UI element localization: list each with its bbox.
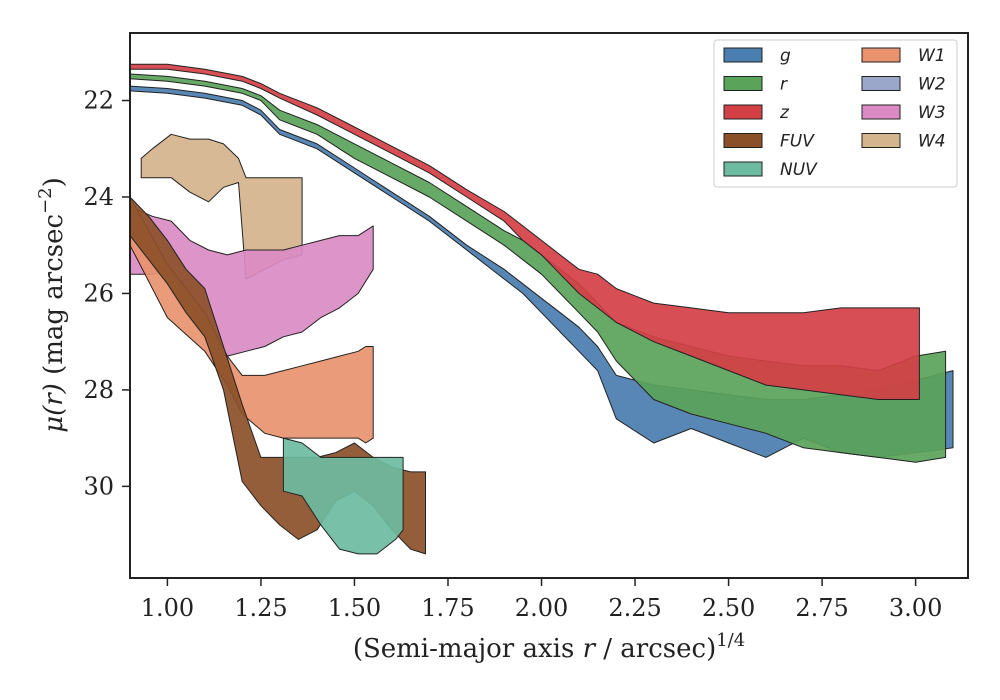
band-z (130, 63, 920, 400)
y-tick-label: 26 (83, 279, 114, 307)
x-tick-label: 1.50 (328, 594, 381, 622)
legend-swatch-z (723, 104, 763, 120)
y-tick-label: 24 (83, 183, 114, 211)
legend-swatch-w2 (861, 76, 901, 91)
x-tick-label: 2.00 (515, 594, 568, 622)
legend-swatch-nuv (723, 161, 763, 177)
legend-label-fuv: FUV (780, 132, 815, 152)
legend-swatch-fuv (723, 133, 763, 148)
plot-frame (129, 32, 969, 579)
x-axis-label: (Semi-major axis r / arcsec)1/4 (353, 630, 745, 664)
legend-label-w4: W4 (918, 132, 946, 152)
x-tick-label: 3.00 (889, 594, 942, 622)
x-tick-label: 2.75 (795, 594, 848, 622)
y-tick-label: 30 (83, 472, 114, 500)
x-tick-label: 1.75 (421, 594, 474, 622)
x-axis-ticks: 1.00 1.25 1.50 1.75 2.00 2.25 2.50 2.75 3.00 (141, 578, 942, 622)
band-nuv (282, 437, 404, 555)
y-tick-label: 28 (83, 376, 114, 404)
legend-swatch-w3 (861, 104, 901, 120)
legend-label-w3: W3 (918, 103, 946, 123)
legend-label-w1: W1 (918, 46, 946, 66)
legend-label-w2: W2 (918, 75, 946, 95)
y-axis-ticks: 22 24 26 28 30 (83, 87, 130, 500)
legend-label-nuv: NUV (780, 160, 818, 180)
profile-bands (130, 63, 954, 555)
x-tick-label: 1.00 (141, 594, 194, 622)
legend-swatch-w1 (861, 47, 901, 63)
legend-swatch-w4 (861, 133, 901, 148)
y-axis-label: μ(r) (mag arcsec−2) (35, 177, 69, 433)
legend-label-r: r (780, 75, 788, 95)
y-tick-label: 22 (83, 87, 114, 115)
legend: grz FUV NUV W1 W2 W3 W4 (713, 39, 958, 188)
legend-swatch-r (723, 76, 763, 91)
legend-label-g: g (780, 46, 791, 66)
x-tick-label: 1.25 (234, 594, 287, 622)
x-tick-label: 2.25 (608, 594, 661, 622)
legend-swatch-g (723, 47, 763, 63)
x-tick-label: 2.50 (702, 594, 755, 622)
legend-label-z: z (779, 103, 790, 123)
